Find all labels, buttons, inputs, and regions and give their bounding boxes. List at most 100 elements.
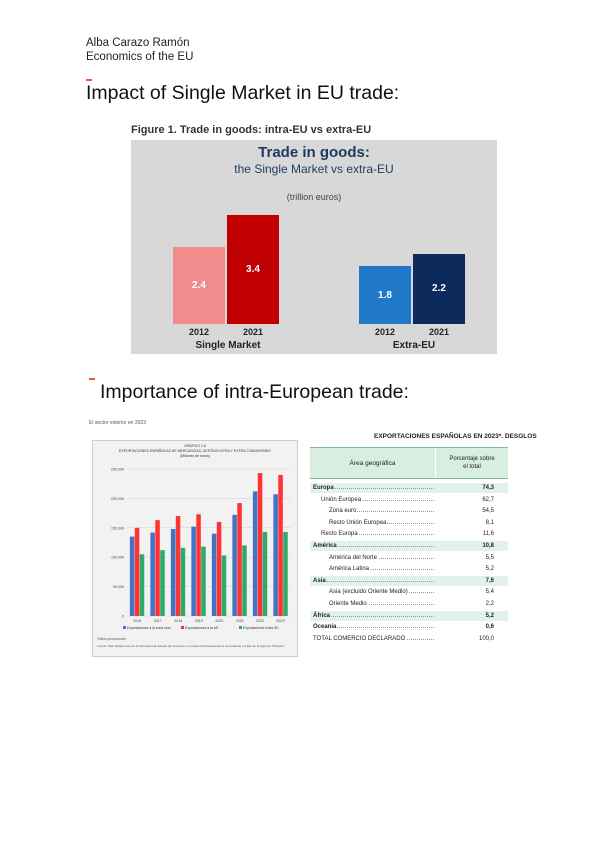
chart-source: Fuente: Web DataComex de la Secretaría d… xyxy=(97,644,284,648)
table-row-label: TOTAL COMERCIO DECLARADO xyxy=(313,633,407,644)
chart-x-tick: 2018 xyxy=(174,619,182,623)
table-row-leader xyxy=(315,546,434,547)
chart-bar xyxy=(221,555,227,616)
chart-bar xyxy=(129,536,135,616)
chart-y-tick: 50.000 xyxy=(113,585,124,589)
chart-bar xyxy=(232,514,237,616)
figure1-unit: (trillion euros) xyxy=(286,192,342,202)
chart-bar xyxy=(155,520,160,616)
table-row-value: 0,6 xyxy=(485,624,494,631)
chart-bar xyxy=(175,516,181,616)
figure1-bar-label: 2.4 xyxy=(192,280,206,292)
table-row-leader xyxy=(331,569,434,571)
table-row-label: Europa xyxy=(313,483,335,493)
table-row-label: Oriente Medio xyxy=(329,599,368,609)
table-row: Oriente Medio 2,2 xyxy=(310,599,508,609)
chart-y-tick: 100.000 xyxy=(111,556,124,560)
table-row: América del Norte 5,5 xyxy=(310,552,508,563)
table-row-leader xyxy=(331,604,434,605)
chart-legend-label: Exportaciones a la UE xyxy=(185,626,219,630)
chart-bar xyxy=(257,473,263,616)
table-row-value: 54,5 xyxy=(482,508,494,515)
chart-note: *Datos provisionales xyxy=(97,637,126,641)
table-row-label: Zona euro xyxy=(329,506,358,517)
table-row: Resto Europa 11,6 xyxy=(310,529,508,540)
chart-bar xyxy=(273,494,278,616)
exports-bar-chart: GRÁFICO 1.6 EXPORTACIONES ESPAÑOLAS DE M… xyxy=(92,440,298,657)
table-col-area: Área geográfica xyxy=(310,448,436,478)
table-row-leader xyxy=(315,627,434,629)
table-row-label: Resto Unión Europea xyxy=(329,517,388,528)
table-row: América Latina 5,2 xyxy=(310,564,508,575)
chart-bar xyxy=(180,547,186,616)
table-row: Europa 74,3 xyxy=(310,483,508,493)
figure1-year-label: 2012 xyxy=(188,327,210,337)
table-row-leader xyxy=(331,511,434,513)
table-row-label: Unión Europea xyxy=(321,494,363,505)
chart-bar xyxy=(237,503,242,616)
chart-bar xyxy=(278,474,283,616)
table-row-value: 8,1 xyxy=(485,519,494,526)
table-row-value: 2,2 xyxy=(485,601,494,607)
chart-bar xyxy=(160,550,165,616)
table-col-percent: Porcentaje sobre el total xyxy=(436,448,508,478)
chart-bar xyxy=(242,545,247,616)
table-row: Asia (excluido Oriente Medio) 5,4 xyxy=(310,587,508,598)
chart-x-tick: 2023* xyxy=(276,619,286,623)
exports-report-figure: El sector exterior en 2023 GRÁFICO 1.6 E… xyxy=(86,420,301,665)
table-row: Zona euro 54,5 xyxy=(310,506,508,517)
table-row-value: 11,6 xyxy=(482,531,494,538)
table-row: TOTAL COMERCIO DECLARADO 100,0 xyxy=(310,633,508,644)
chart-unit: (Millones de euros) xyxy=(180,454,210,458)
table-row-label: América del Norte xyxy=(329,552,379,563)
chart-legend-swatch xyxy=(239,626,242,629)
figure1-year-label: 2021 xyxy=(428,327,450,337)
table-row-value: 5,4 xyxy=(485,589,494,596)
table-row-label: Resto Europa xyxy=(321,529,359,540)
figure1-bar-label: 2.2 xyxy=(432,283,446,295)
chart-bar xyxy=(283,531,288,616)
table-row-value: 5,2 xyxy=(485,612,494,619)
chart-x-tick: 2020 xyxy=(215,619,223,623)
figure1-year-label: 2021 xyxy=(242,327,264,337)
chart-label: GRÁFICO 1.6 xyxy=(184,444,206,448)
figure1-bar: 1.8 xyxy=(359,266,411,324)
section-title-single-market: Impact of Single Market in EU trade: xyxy=(86,82,400,104)
chart-bar xyxy=(211,533,217,616)
chart-legend-label: Exportaciones extra UE xyxy=(243,626,279,630)
figure1-year-label: 2012 xyxy=(374,327,396,337)
chart-legend-swatch xyxy=(181,626,184,629)
table-row-leader xyxy=(315,488,434,489)
exports-chart-svg: 250.000 200.000 150.000 100.000 50.000 0 2016 2… xyxy=(97,468,291,648)
figure1-group-label: Extra-EU xyxy=(392,340,436,351)
table-row-leader xyxy=(323,534,434,536)
figure1-bar: 2.2 xyxy=(413,253,465,324)
table-row-label: África xyxy=(313,610,332,621)
chart-y-tick: 150.000 xyxy=(111,526,124,530)
chart-legend-label: Exportaciones a la zona euro xyxy=(127,626,171,630)
chart-bar xyxy=(139,554,145,616)
table-row-value: 74,3 xyxy=(482,485,494,491)
chart-y-tick: 0 xyxy=(122,615,124,619)
chart-y-tick: 200.000 xyxy=(111,497,124,501)
author-block: Alba Carazo Ramón Economics of the EU xyxy=(86,36,193,64)
table-row-label: Oceanía xyxy=(313,622,338,633)
chart-bar xyxy=(196,514,201,616)
chart-bar xyxy=(262,531,268,616)
author-name: Alba Carazo Ramón xyxy=(86,37,190,49)
chart-title: EXPORTACIONES ESPAÑOLAS DE MERCANCÍAS, D… xyxy=(119,449,271,453)
table-row-label: América xyxy=(313,541,338,551)
course-name: Economics of the EU xyxy=(86,51,194,63)
figure1-bar-label: 3.4 xyxy=(246,264,260,276)
table-row: Resto Unión Europea 8,1 xyxy=(310,517,508,528)
table-row-value: 5,5 xyxy=(485,554,494,561)
figure1-chart: Trade in goods: the Single Market vs ext… xyxy=(131,140,497,354)
table-row: América 10,8 xyxy=(310,541,508,551)
table-row: Oceanía 0,6 xyxy=(310,622,508,633)
chart-x-tick: 2017 xyxy=(154,619,162,623)
chart-x-tick: 2021 xyxy=(236,619,244,623)
table-row-value: 62,7 xyxy=(482,496,494,503)
chart-bar xyxy=(252,491,258,616)
section-dash xyxy=(86,79,92,81)
section-title-intra-eu: Importance of intra-European trade: xyxy=(100,381,409,403)
